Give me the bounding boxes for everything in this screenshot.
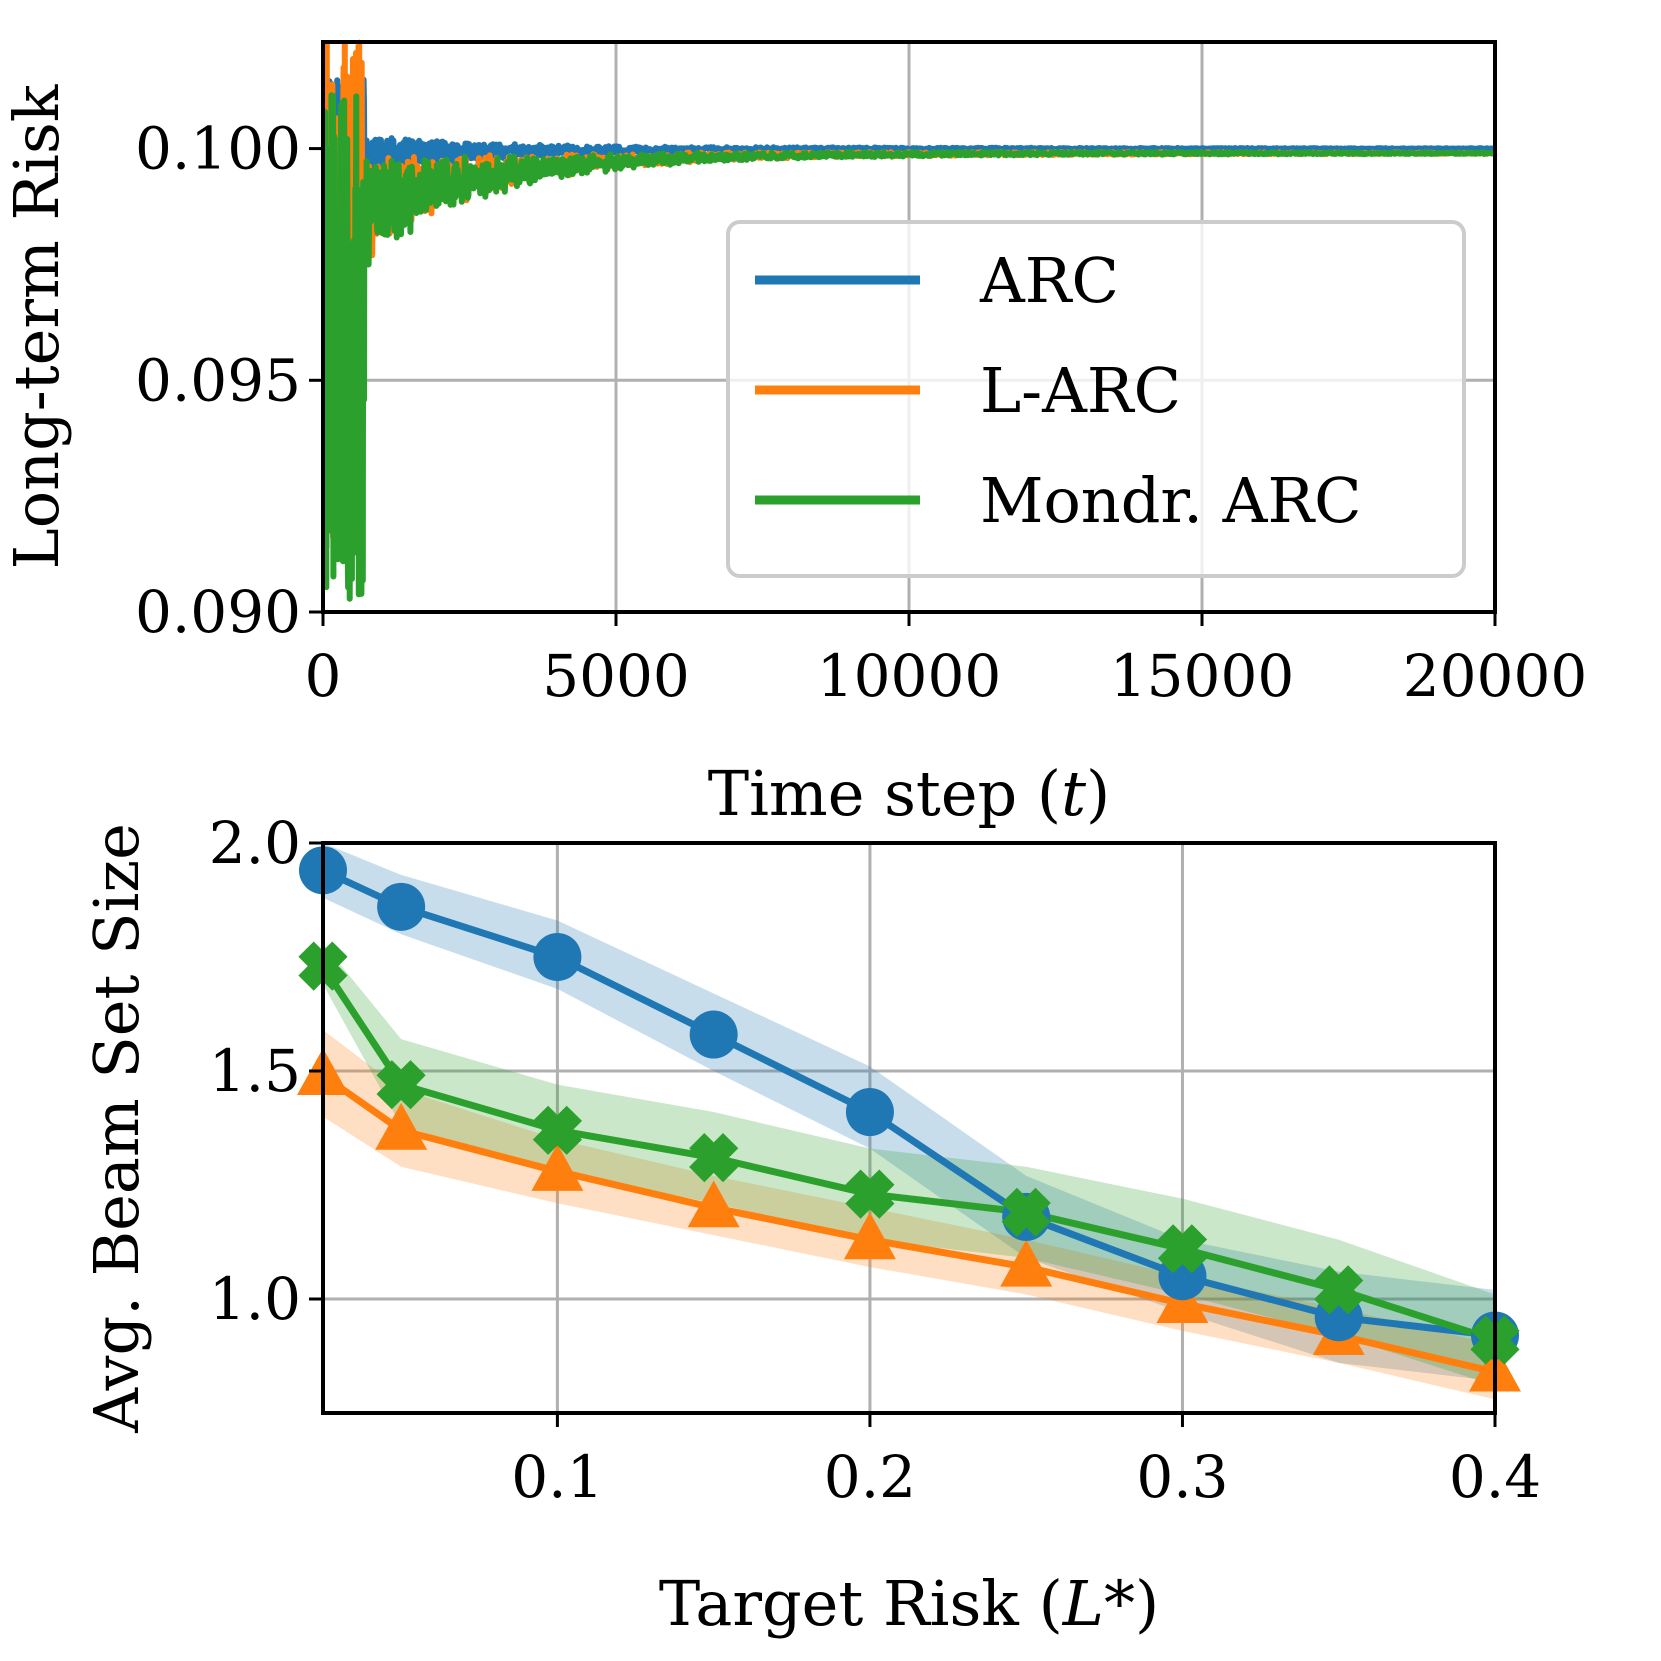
marker-arc-1 <box>377 882 426 931</box>
x-tick-label-2: 10000 <box>817 642 1002 710</box>
x-tick-label-3: 0.4 <box>1449 1443 1541 1511</box>
x-axis-label-suffix: ) <box>1086 757 1110 830</box>
marker-l-arc-1 <box>375 1102 428 1150</box>
marker-mondr-arc-3 <box>689 1133 739 1183</box>
x-tick-label-2: 0.3 <box>1136 1443 1228 1511</box>
y-tick-label-2: 0.100 <box>135 115 301 183</box>
legend: ARC L-ARC Mondr. ARC <box>726 220 1466 578</box>
y-tick-label-0: 1.0 <box>209 1265 301 1333</box>
legend-label-larc: L-ARC <box>980 354 1181 427</box>
legend-box <box>726 220 1466 578</box>
long-term-risk-y-axis-label: Long-term Risk <box>0 84 73 569</box>
x-tick-label-1: 5000 <box>542 642 690 710</box>
marker-l-arc-4 <box>843 1212 896 1260</box>
long-term-risk-x-axis-label: Time step (t) <box>708 757 1111 830</box>
y-tick-label-1: 0.095 <box>135 346 301 414</box>
marker-l-arc-3 <box>687 1180 740 1228</box>
series-line-arc <box>321 76 1498 452</box>
long-term-risk-plot: 0 5000 10000 15000 20000 0.090 0.095 0.100 Long… <box>0 39 1587 830</box>
marker-arc-3 <box>689 1010 738 1059</box>
legend-label-arc: ARC <box>979 244 1119 317</box>
long-term-risk-series <box>321 39 1498 602</box>
beam-set-size-x-axis-label: Target Risk (L*) <box>659 1567 1159 1640</box>
y-tick-label-0: 0.090 <box>135 578 301 646</box>
beam-set-size-markers <box>297 846 1521 1392</box>
marker-mondr-arc-1 <box>376 1060 426 1110</box>
x-axis-label-prefix: Time step ( <box>708 757 1061 830</box>
x-tick-label-0: 0 <box>305 642 342 710</box>
x-tick-label-1: 0.2 <box>824 1443 916 1511</box>
marker-mondr-arc-7 <box>1314 1265 1364 1315</box>
x-axis-label-variable: t <box>1061 757 1086 830</box>
beam-set-size-plot: 0.1 0.2 0.3 0.4 1.0 1.5 2.0 Avg. Beam Set Size… <box>80 809 1541 1640</box>
beam-set-size-y-axis-label: Avg. Beam Set Size <box>80 823 153 1434</box>
x-tick-label-3: 15000 <box>1110 642 1295 710</box>
marker-arc-4 <box>845 1088 894 1137</box>
marker-mondr-arc-4 <box>845 1169 895 1219</box>
y-tick-label-1: 1.5 <box>209 1037 301 1105</box>
marker-l-arc-5 <box>1000 1239 1053 1287</box>
marker-arc-2 <box>533 933 582 981</box>
x-axis-label-prefix: Target Risk ( <box>659 1567 1063 1640</box>
y-tick-label-2: 2.0 <box>209 809 301 877</box>
beam-set-size-axes-frame <box>321 841 1497 1415</box>
marker-mondr-arc-6 <box>1157 1224 1208 1274</box>
x-tick-label-0: 0.1 <box>511 1443 603 1511</box>
series-line-mondr-arc <box>321 92 1498 602</box>
legend-label-mondrian-arc: Mondr. ARC <box>980 464 1362 537</box>
x-tick-label-4: 20000 <box>1403 642 1588 710</box>
marker-mondr-arc-5 <box>1001 1187 1051 1237</box>
confidence-band-arc <box>323 843 1495 1382</box>
marker-l-arc-2 <box>531 1144 584 1191</box>
marker-mondr-arc-2 <box>532 1105 582 1155</box>
beam-set-size-ticks: 0.1 0.2 0.3 0.4 1.0 1.5 2.0 <box>209 809 1541 1511</box>
x-axis-label-variable: L* <box>1062 1567 1135 1640</box>
x-axis-label-suffix: ) <box>1135 1567 1159 1640</box>
long-term-risk-ticks: 0 5000 10000 15000 20000 0.090 0.095 0.100 <box>135 115 1587 710</box>
